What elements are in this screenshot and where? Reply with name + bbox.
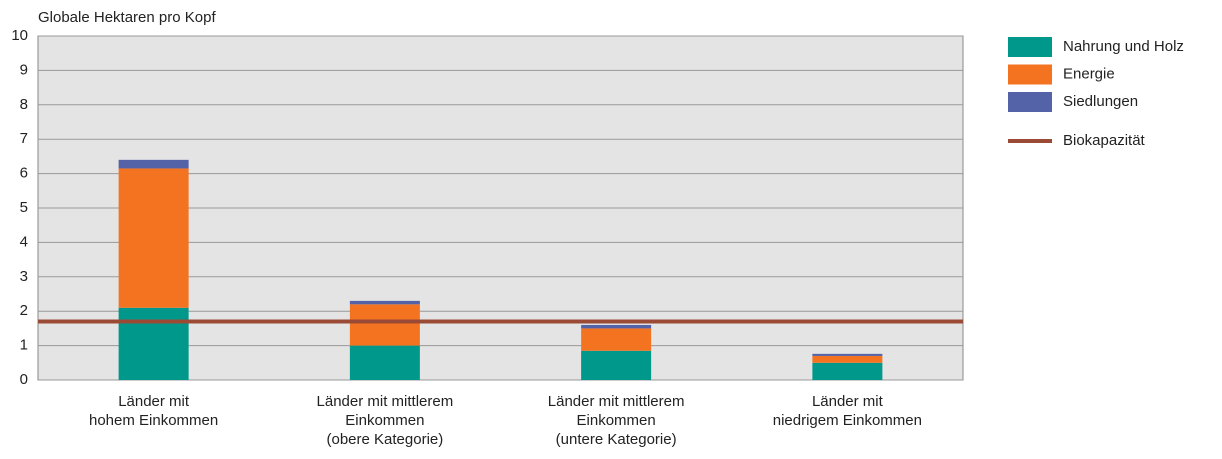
legend-label: Energie xyxy=(1063,65,1115,82)
y-tick-label: 8 xyxy=(20,96,28,113)
y-axis-label: Globale Hektaren pro Kopf xyxy=(38,9,216,26)
legend-label: Siedlungen xyxy=(1063,93,1138,110)
bar-segment xyxy=(349,345,420,380)
legend-swatch xyxy=(1008,64,1052,85)
bar-segment xyxy=(349,304,420,346)
y-tick-label: 7 xyxy=(20,130,28,147)
bar-segment xyxy=(349,300,420,305)
bar-segment xyxy=(118,168,189,308)
bar-segment xyxy=(581,350,652,380)
y-tick-label: 4 xyxy=(20,233,28,250)
y-tick-label: 9 xyxy=(20,61,28,78)
y-tick-label: 5 xyxy=(20,199,28,216)
y-tick-label: 6 xyxy=(20,165,28,182)
bar-segment xyxy=(581,328,652,351)
bar-segment xyxy=(118,307,189,380)
legend-swatch xyxy=(1008,92,1052,112)
x-tick-label: Länder mit niedrigem Einkommen xyxy=(772,393,922,429)
x-tick-label: Länder mit hohem Einkommen xyxy=(89,393,219,429)
y-tick-label: 1 xyxy=(20,337,28,354)
y-tick-label: 3 xyxy=(20,268,28,285)
bar-segment xyxy=(581,324,652,329)
y-tick-label: 2 xyxy=(20,302,28,319)
y-tick-label: 10 xyxy=(11,27,28,44)
legend-label: Nahrung und Holz xyxy=(1063,38,1184,55)
x-tick-label: Länder mit mittlerem Einkommen (untere K… xyxy=(547,393,685,448)
y-tick-label: 0 xyxy=(20,371,28,388)
legend-label: Biokapazität xyxy=(1063,132,1146,149)
bar-segment xyxy=(812,355,883,363)
bar-segment xyxy=(118,159,189,169)
bar-segment xyxy=(812,362,883,380)
legend-swatch xyxy=(1008,37,1052,57)
x-tick-label: Länder mit mittlerem Einkommen (obere Ka… xyxy=(316,393,454,448)
bar-segment xyxy=(812,353,883,356)
